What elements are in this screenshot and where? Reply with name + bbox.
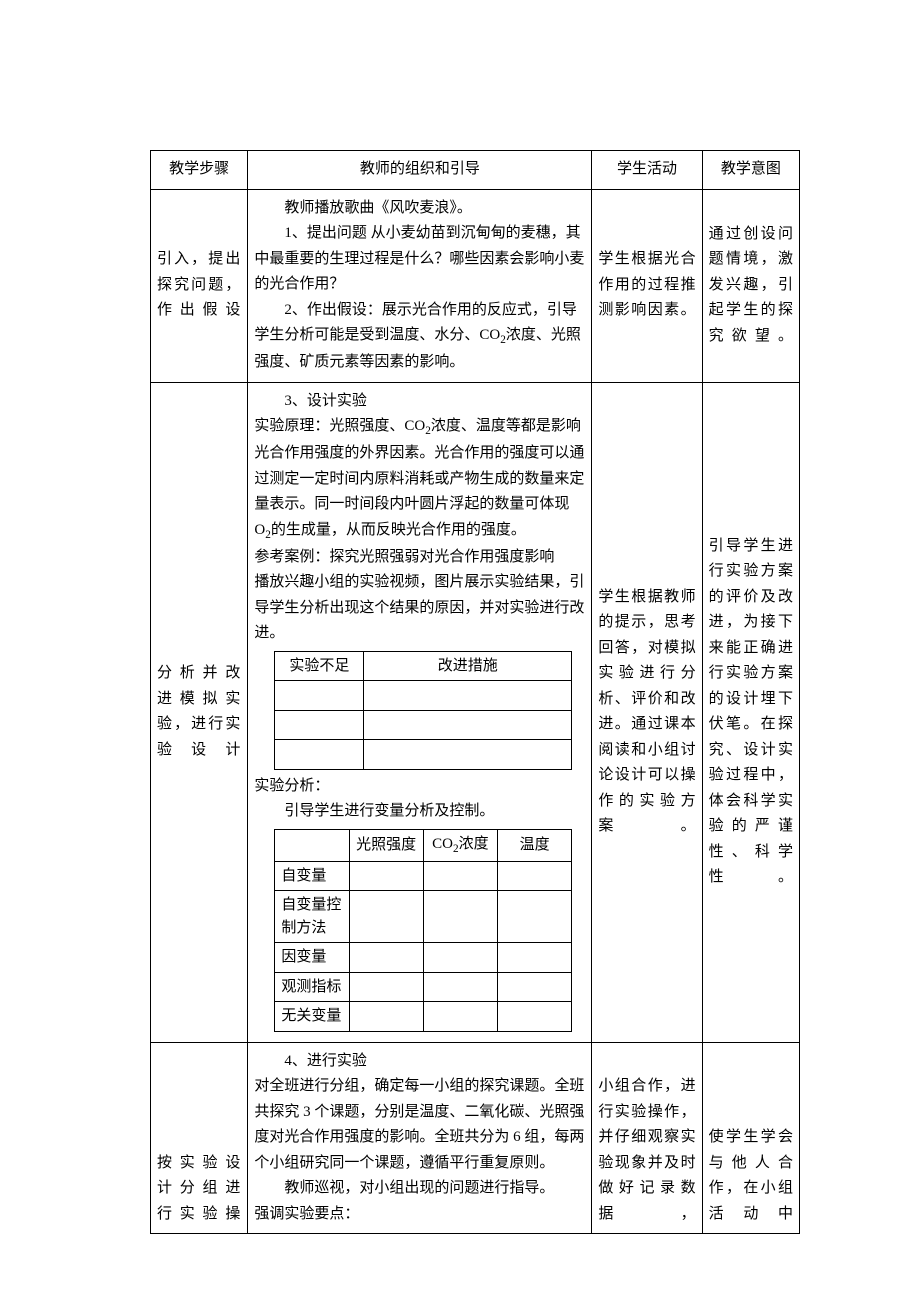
table-row [275, 710, 572, 740]
inner-cell [423, 891, 497, 943]
guide-line: 2、作出假设：展示光合作用的反应式，引导学生分析可能是受到温度、水分、CO2浓度… [254, 298, 585, 376]
inner-cell [349, 891, 423, 943]
header-activity: 学生活动 [592, 151, 702, 190]
inner-cell [497, 943, 571, 973]
inner-rowlabel: 观测指标 [275, 972, 349, 1002]
table-row: 光照强度 CO2浓度 温度 [275, 829, 572, 861]
header-intent: 教学意图 [702, 151, 799, 190]
inner-rowlabel: 自变量 [275, 861, 349, 891]
step-text: 引入，提出 [157, 251, 241, 267]
table-row: 因变量 [275, 943, 572, 973]
step-text: 行实验操 [157, 1206, 241, 1222]
guide-line: 教师播放歌曲《风吹麦浪》。 [254, 196, 585, 222]
guide-line: 引导学生进行变量分析及控制。 [254, 799, 585, 825]
guide-cell: 3、设计实验 实验原理：光照强度、CO2浓度、温度等都是影响光合作用强度的外界因… [248, 382, 592, 1042]
guide-line: 实验原理：光照强度、CO2浓度、温度等都是影响光合作用强度的外界因素。光合作用的… [254, 414, 585, 545]
step-text: 按实验设 [157, 1155, 241, 1171]
lesson-plan-table: 教学步骤 教师的组织和引导 学生活动 教学意图 引入，提出 探究问题， 作出假设… [150, 150, 800, 1234]
step-text: 进模拟实 [157, 691, 241, 707]
intent-cell: 通过创设问题情境，激发兴趣，引起学生的探究欲望。 [702, 189, 799, 382]
guide-line: 对全班进行分组，确定每一小组的探究课题。全班共探究 3 个课题，分别是温度、二氧… [254, 1074, 585, 1176]
inner-cell [423, 972, 497, 1002]
guide-line: 教师巡视，对小组出现的问题进行指导。 [254, 1176, 585, 1202]
inner-cell [349, 1002, 423, 1032]
guide-cell: 4、进行实验 对全班进行分组，确定每一小组的探究课题。全班共探究 3 个课题，分… [248, 1042, 592, 1234]
step-text: 计分组进 [157, 1180, 241, 1196]
guide-line: 参考案例：探究光照强弱对光合作用强度影响 [254, 545, 585, 571]
table-row: 引入，提出 探究问题， 作出假设 教师播放歌曲《风吹麦浪》。 1、提出问题 从小… [151, 189, 800, 382]
guide-line: 1、提出问题 从小麦幼苗到沉甸甸的麦穗，其中最重要的生理过程是什么？哪些因素会影… [254, 221, 585, 298]
guide-line: 播放兴趣小组的实验视频，图片展示实验结果，引导学生分析出现这个结果的原因，并对实… [254, 570, 585, 647]
table-row: 观测指标 [275, 972, 572, 1002]
guide-line: 3、设计实验 [254, 389, 585, 415]
inner-rowlabel: 自变量控制方法 [275, 891, 349, 943]
table-row: 分析并改 进模拟实 验，进行实 验设计 3、设计实验 实验原理：光照强度、CO2… [151, 382, 800, 1042]
step-text: 探究问题， [157, 277, 241, 293]
variable-analysis-table: 光照强度 CO2浓度 温度 自变量 自变量控制方法 因变量 观测指标 无关变量 [274, 829, 572, 1032]
inner-header: 光照强度 [349, 829, 423, 861]
table-row: 自变量控制方法 [275, 891, 572, 943]
inner-cell [423, 1002, 497, 1032]
header-guide: 教师的组织和引导 [248, 151, 592, 190]
inner-cell [423, 943, 497, 973]
inner-cell [497, 972, 571, 1002]
inner-cell [497, 1002, 571, 1032]
guide-line: 4、进行实验 [254, 1049, 585, 1075]
inner-rowlabel: 因变量 [275, 943, 349, 973]
inner-cell [349, 972, 423, 1002]
activity-cell: 小组合作，进行实验操作，并仔细观察实验现象并及时做好记录数据， [592, 1042, 702, 1234]
guide-line: 实验分析： [254, 774, 585, 800]
inner-cell [497, 891, 571, 943]
guide-line: 强调实验要点： [254, 1202, 585, 1228]
inner-cell [364, 681, 572, 711]
inner-cell [349, 861, 423, 891]
inner-cell [275, 829, 349, 861]
inner-cell [275, 681, 364, 711]
table-row: 无关变量 [275, 1002, 572, 1032]
table-row [275, 681, 572, 711]
intent-cell: 引导学生进行实验方案的评价及改进，为接下来能正确进行实验方案的设计埋下伏笔。在探… [702, 382, 799, 1042]
step-text: 分析并改 [157, 665, 241, 681]
inner-cell [423, 861, 497, 891]
step-text: 作出假设 [157, 302, 241, 318]
table-row: 自变量 [275, 861, 572, 891]
inner-cell [275, 710, 364, 740]
step-text: 验，进行实 [157, 716, 241, 732]
step-cell: 分析并改 进模拟实 验，进行实 验设计 [151, 382, 248, 1042]
improvement-table: 实验不足 改进措施 [274, 651, 572, 770]
activity-cell: 学生根据教师的提示，思考回答，对模拟实验进行分析、评价和改进。通过课本阅读和小组… [592, 382, 702, 1042]
inner-header: CO2浓度 [423, 829, 497, 861]
table-header-row: 教学步骤 教师的组织和引导 学生活动 教学意图 [151, 151, 800, 190]
intent-cell: 使学生学会与他人合作，在小组活动中 [702, 1042, 799, 1234]
step-text: 验设计 [157, 742, 241, 758]
step-cell: 按实验设 计分组进 行实验操 [151, 1042, 248, 1234]
step-cell: 引入，提出 探究问题， 作出假设 [151, 189, 248, 382]
inner-rowlabel: 无关变量 [275, 1002, 349, 1032]
inner-cell [364, 740, 572, 770]
table-row [275, 740, 572, 770]
activity-cell: 学生根据光合作用的过程推测影响因素。 [592, 189, 702, 382]
header-step: 教学步骤 [151, 151, 248, 190]
inner-cell [364, 710, 572, 740]
inner-header: 温度 [497, 829, 571, 861]
guide-cell: 教师播放歌曲《风吹麦浪》。 1、提出问题 从小麦幼苗到沉甸甸的麦穗，其中最重要的… [248, 189, 592, 382]
inner-cell [349, 943, 423, 973]
inner-header: 实验不足 [275, 651, 364, 681]
inner-cell [497, 861, 571, 891]
lesson-plan-page: 教学步骤 教师的组织和引导 学生活动 教学意图 引入，提出 探究问题， 作出假设… [0, 0, 920, 1274]
inner-header: 改进措施 [364, 651, 572, 681]
table-row: 按实验设 计分组进 行实验操 4、进行实验 对全班进行分组，确定每一小组的探究课… [151, 1042, 800, 1234]
table-row: 实验不足 改进措施 [275, 651, 572, 681]
inner-cell [275, 740, 364, 770]
